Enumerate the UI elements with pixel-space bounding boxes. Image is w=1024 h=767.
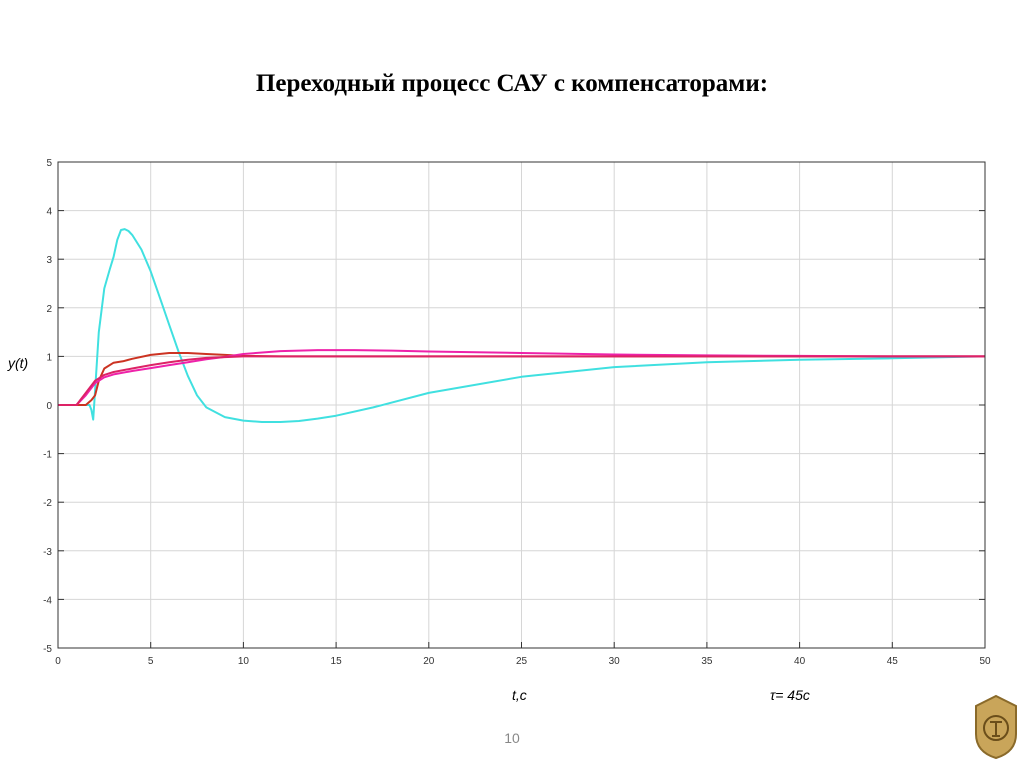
- x-axis-label: t,c: [512, 687, 527, 703]
- y-axis-label: y(t): [7, 355, 28, 371]
- series-lines: [58, 228, 986, 423]
- y-tick-label: -3: [43, 547, 52, 558]
- y-tick-label: -2: [43, 498, 52, 509]
- series-line-4: [58, 355, 985, 406]
- y-tick-label: 2: [46, 304, 52, 315]
- x-tick-label: 50: [979, 656, 991, 667]
- y-tick-label: 4: [46, 207, 52, 218]
- university-emblem-icon: [975, 694, 1017, 760]
- tau-annotation: τ= 45с: [770, 687, 810, 703]
- series-line-3: [58, 349, 985, 406]
- y-tick-label: 5: [46, 158, 52, 169]
- plot-frame: [57, 161, 986, 649]
- x-tick-label: 0: [55, 656, 61, 667]
- y-tick-label: 3: [46, 255, 52, 266]
- x-tick-label: 35: [701, 656, 713, 667]
- x-tick-label: 25: [516, 656, 528, 667]
- x-tick-label: 20: [423, 656, 435, 667]
- page-number: 10: [504, 730, 520, 746]
- x-tick-label: 15: [331, 656, 343, 667]
- y-tick-label: -5: [43, 644, 52, 655]
- x-tick-label: 40: [794, 656, 806, 667]
- y-tick-label: 0: [46, 401, 52, 412]
- series-line-1: [58, 228, 986, 423]
- y-tick-label: 1: [46, 352, 52, 363]
- y-tick-label: -4: [43, 595, 52, 606]
- x-tick-label: 30: [609, 656, 621, 667]
- x-tick-label: 5: [148, 656, 154, 667]
- x-tick-label: 10: [238, 656, 250, 667]
- x-tick-label: 45: [887, 656, 899, 667]
- y-tick-label: -1: [43, 450, 52, 461]
- slide-title: Переходный процесс САУ с компенсаторами:: [255, 70, 769, 97]
